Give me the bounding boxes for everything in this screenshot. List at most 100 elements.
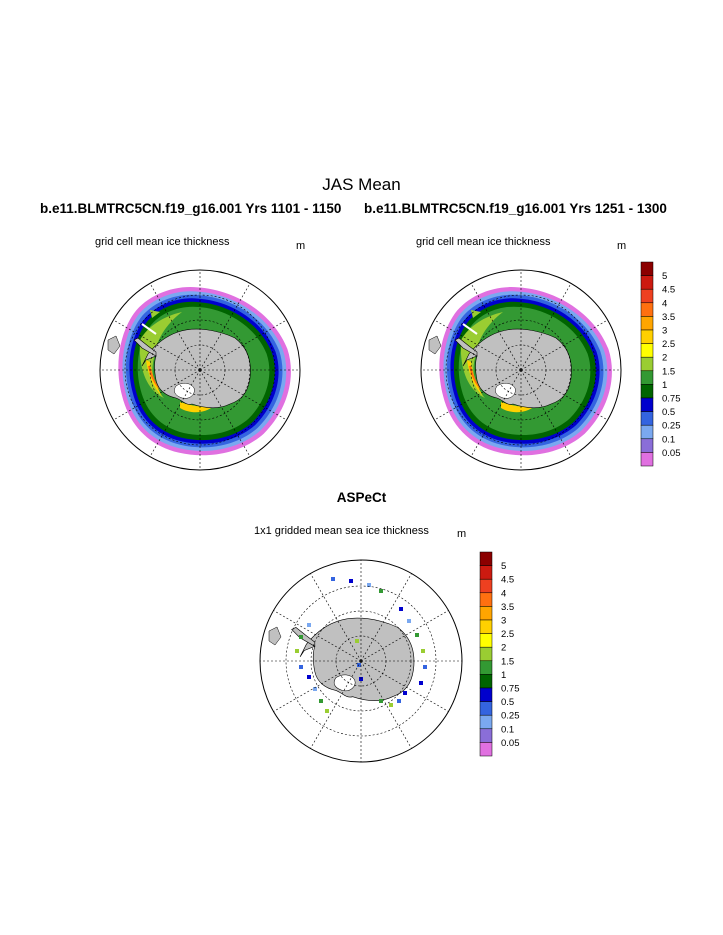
meridian bbox=[434, 369, 522, 421]
observation-dot bbox=[367, 583, 371, 587]
observation-dot bbox=[355, 639, 359, 643]
colorbar-label: 0.75 bbox=[662, 394, 681, 405]
new-zealand bbox=[582, 453, 600, 470]
observation-label: 1x1 gridded mean sea ice thickness bbox=[254, 525, 429, 537]
colorbar-box bbox=[640, 261, 654, 276]
colorbar-label: 0.25 bbox=[501, 711, 520, 722]
ice-ross-3 bbox=[501, 402, 535, 413]
colorbar-box bbox=[479, 646, 493, 662]
colorbar-label: 0.5 bbox=[501, 697, 514, 708]
parallel bbox=[470, 319, 572, 421]
new-zealand bbox=[422, 744, 440, 762]
observation-dot bbox=[407, 619, 411, 623]
colorbar-box bbox=[640, 275, 654, 290]
map-border bbox=[420, 269, 622, 471]
colorbar-box bbox=[479, 633, 493, 648]
observation-dot bbox=[295, 649, 299, 653]
meridian bbox=[360, 660, 412, 749]
observation-dot bbox=[397, 699, 401, 703]
parallel bbox=[285, 585, 437, 737]
observation-dot bbox=[379, 699, 383, 703]
colorbar-label: 0.25 bbox=[662, 421, 681, 432]
colorbar-box bbox=[640, 329, 654, 344]
observation-dot bbox=[423, 665, 427, 669]
colorbar-label: 3 bbox=[662, 326, 667, 337]
colorbar-label: 4.5 bbox=[662, 285, 675, 296]
observation-dot bbox=[307, 623, 311, 627]
colorbar-box bbox=[640, 288, 654, 304]
south-america bbox=[107, 335, 121, 355]
colorbar-label: 0.05 bbox=[501, 738, 520, 749]
observation-dot bbox=[319, 699, 323, 703]
new-zealand bbox=[261, 453, 279, 470]
observation-dot bbox=[399, 607, 403, 611]
meridian bbox=[310, 573, 362, 662]
white-streak bbox=[462, 323, 478, 335]
colorbar-box bbox=[640, 356, 654, 372]
small-island bbox=[129, 275, 139, 283]
colorbar-label: 1.5 bbox=[662, 366, 675, 377]
colorbar-box bbox=[479, 578, 493, 594]
ice-shelf bbox=[174, 383, 195, 399]
meridian bbox=[113, 369, 201, 421]
panel-1-unit: m bbox=[296, 240, 306, 252]
colorbar-box bbox=[479, 606, 493, 621]
observation-dot bbox=[379, 589, 383, 593]
parallel bbox=[149, 319, 251, 421]
meridian bbox=[360, 573, 412, 662]
colorbar-box bbox=[479, 701, 493, 716]
colorbar-label: 1.5 bbox=[501, 656, 514, 667]
colorbar-label: 4.5 bbox=[501, 575, 514, 586]
colorbar-label: 2 bbox=[662, 353, 667, 364]
parallel bbox=[124, 294, 276, 446]
colorbar-label: 3 bbox=[501, 616, 506, 627]
map-border bbox=[259, 559, 463, 763]
parallel bbox=[445, 294, 597, 446]
observation-dot bbox=[299, 665, 303, 669]
meridian bbox=[113, 319, 201, 371]
meridian bbox=[520, 369, 608, 421]
colorbar-box bbox=[640, 438, 654, 453]
colorbar-label: 0.1 bbox=[501, 724, 514, 735]
colorbar-label: 2.5 bbox=[501, 629, 514, 640]
ice-4 bbox=[469, 366, 481, 390]
south-america bbox=[268, 626, 282, 646]
observation-dot bbox=[415, 633, 419, 637]
panel-2-unit: m bbox=[617, 240, 627, 252]
colorbar-box bbox=[640, 302, 654, 317]
colorbar-box bbox=[640, 343, 654, 358]
map-border bbox=[99, 269, 301, 471]
parallel bbox=[174, 344, 226, 396]
parallel bbox=[310, 610, 412, 712]
colorbar-label: 2.5 bbox=[662, 339, 675, 350]
colorbar-label: 0.75 bbox=[501, 684, 520, 695]
colorbar-label: 4 bbox=[662, 298, 667, 309]
meridian bbox=[360, 660, 449, 712]
colorbar-label: 5 bbox=[501, 561, 506, 572]
colorbar-label: 3.5 bbox=[662, 312, 675, 323]
panel-1-case-title: b.e11.BLMTRC5CN.f19_g16.001 Yrs 1101 - 1… bbox=[40, 201, 342, 216]
panel-2-label: grid cell mean ice thickness bbox=[416, 236, 551, 248]
colorbar-label: 2 bbox=[501, 643, 506, 654]
ice-4 bbox=[148, 366, 160, 390]
observation-dot bbox=[299, 635, 303, 639]
colorbar-label: 4 bbox=[501, 588, 506, 599]
meridian bbox=[310, 660, 362, 749]
observation-dot bbox=[419, 681, 423, 685]
meridian bbox=[273, 660, 362, 712]
parallel bbox=[495, 344, 547, 396]
meridian bbox=[520, 319, 608, 371]
white-streak bbox=[141, 323, 157, 335]
observation-dot bbox=[349, 579, 353, 583]
colorbar-box bbox=[479, 687, 493, 702]
colorbar-observation: 5 4.5 4 3.5 3 2.5 2 1.5 1 0.75 0.5 0.25 0.1 0.05 bbox=[479, 551, 520, 757]
figure-title: JAS Mean bbox=[322, 175, 401, 194]
observation-dot bbox=[307, 675, 311, 679]
parallel bbox=[335, 635, 387, 687]
colorbar-label: 5 bbox=[662, 271, 667, 282]
observation-dot bbox=[331, 577, 335, 581]
colorbar-box bbox=[640, 411, 654, 426]
colorbar-box bbox=[479, 660, 493, 675]
meridian bbox=[434, 319, 522, 371]
colorbar-box bbox=[479, 565, 493, 580]
